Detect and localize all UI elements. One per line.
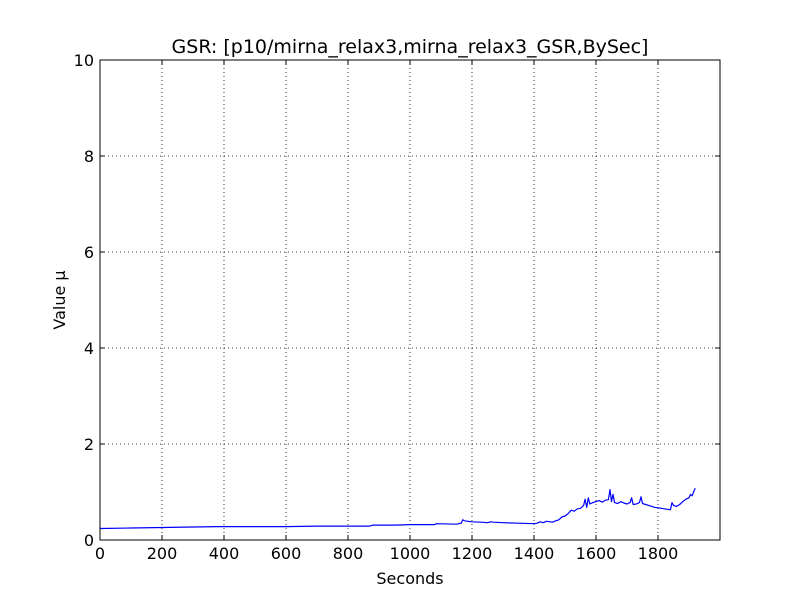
- y-axis-label: Value µ: [50, 270, 69, 329]
- x-tick-label: 200: [147, 544, 178, 563]
- x-tick-label: 0: [95, 544, 105, 563]
- x-tick-label: 1800: [638, 544, 679, 563]
- y-tick-label: 4: [84, 339, 94, 358]
- y-tick-label: 0: [84, 531, 94, 550]
- grid: [99, 59, 720, 541]
- y-tick-label: 2: [84, 435, 94, 454]
- x-tick-label: 800: [333, 544, 364, 563]
- plot-frame: [99, 59, 721, 541]
- chart-title: GSR: [p10/mirna_relax3,mirna_relax3_GSR,…: [172, 36, 649, 58]
- series-line-0: [99, 487, 696, 530]
- y-tick-label: 8: [84, 147, 94, 166]
- y-tick-label: 6: [84, 243, 94, 262]
- x-tick-label: 600: [271, 544, 302, 563]
- tick-labels: 0 200 400 600 800 1000 1200 1400 1600 1800 0 2 4 6 8 10: [74, 51, 679, 563]
- x-tick-label: 1000: [390, 544, 431, 563]
- series-layer: [99, 487, 696, 530]
- x-tick-label: 1200: [452, 544, 493, 563]
- x-tick-label: 400: [209, 544, 240, 563]
- x-axis-label: Seconds: [376, 569, 443, 588]
- x-tick-label: 1400: [514, 544, 555, 563]
- y-tick-label: 10: [74, 51, 94, 70]
- x-tick-label: 1600: [576, 544, 617, 563]
